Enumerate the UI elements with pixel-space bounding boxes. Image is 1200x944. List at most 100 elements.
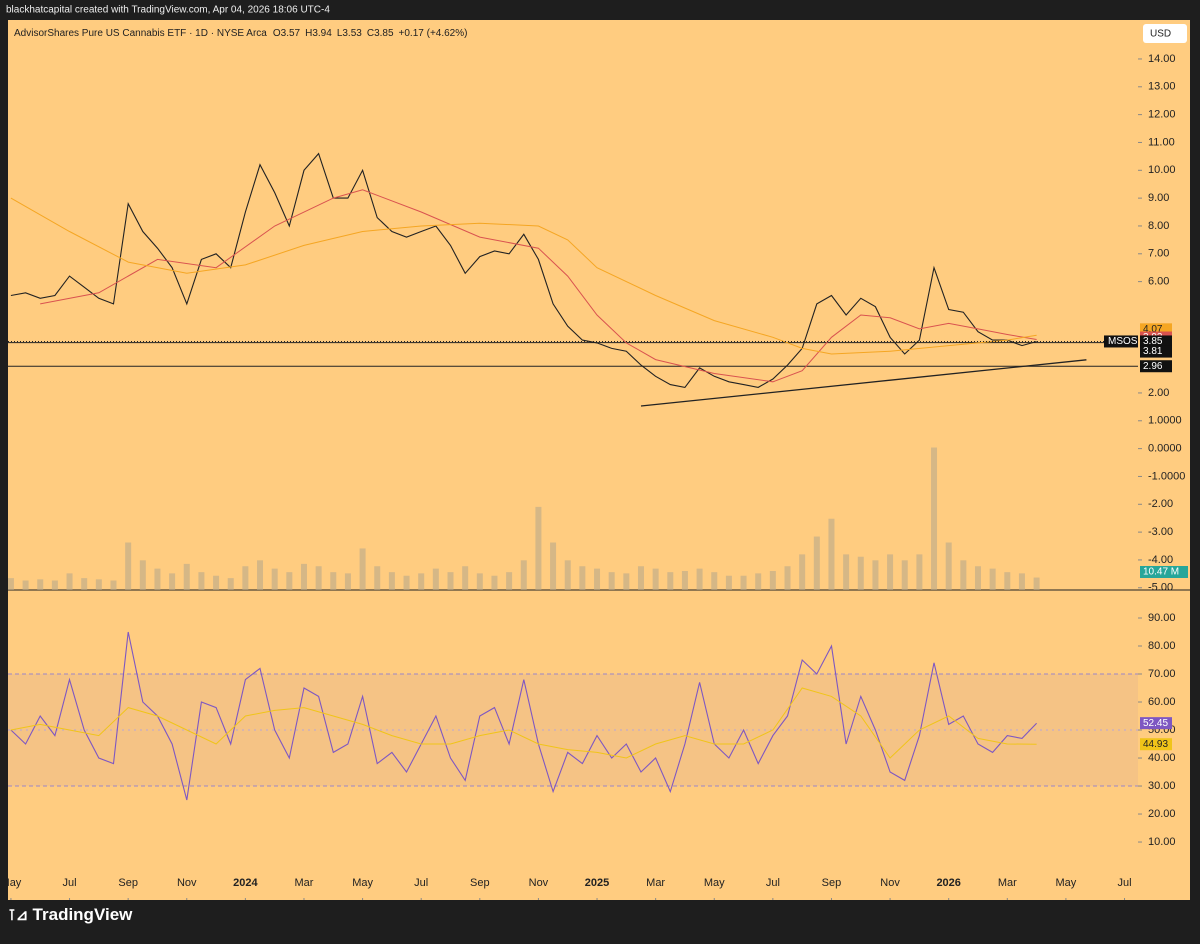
y-tick-label: 8.00 xyxy=(1148,220,1169,232)
volume-bar xyxy=(564,560,571,590)
volume-bar xyxy=(974,566,981,590)
volume-bar xyxy=(51,580,58,590)
y-tick-label: -4.00 xyxy=(1148,554,1173,566)
volume-bar xyxy=(257,560,264,590)
volume-bar xyxy=(667,572,674,590)
volume-bar xyxy=(887,554,894,590)
volume-bar xyxy=(579,566,586,590)
x-tick-label: Mar xyxy=(295,877,314,889)
volume-bar xyxy=(300,563,307,590)
x-tick-label: 2026 xyxy=(936,877,960,889)
volume-bar xyxy=(535,506,542,590)
ma200-label: 4.07 xyxy=(1143,324,1163,335)
volume-bar xyxy=(169,573,176,590)
volume-bar xyxy=(344,573,351,590)
volume-bar xyxy=(711,572,718,590)
volume-bar xyxy=(183,563,190,590)
y-tick-label: 90.00 xyxy=(1148,612,1176,624)
volume-bar xyxy=(271,568,278,590)
logo: ⊺⊿ TradingView xyxy=(8,905,133,924)
volume-bar xyxy=(608,572,615,590)
x-tick-label: Sep xyxy=(470,877,490,889)
volume-bar xyxy=(462,566,469,590)
y-tick-label: -2.00 xyxy=(1148,498,1173,510)
volume-bar xyxy=(110,580,117,590)
x-tick-label: Jul xyxy=(1117,877,1131,889)
volume-bar xyxy=(198,572,205,590)
volume-bar xyxy=(330,572,337,590)
rsi-label-bg xyxy=(1140,717,1172,730)
volume-bar xyxy=(989,568,996,590)
volume-bar xyxy=(125,542,132,590)
volume-bar xyxy=(637,566,644,590)
volume-bar xyxy=(22,580,29,590)
x-tick-label: Sep xyxy=(118,877,138,889)
volume-bar xyxy=(1033,577,1040,590)
volume-bar xyxy=(447,572,454,590)
volume-label: 10.47 M xyxy=(1143,567,1179,578)
volume-bar xyxy=(1004,572,1011,590)
y-tick-label: 2.00 xyxy=(1148,387,1169,399)
y-tick-label: 14.00 xyxy=(1148,53,1176,65)
volume-bar xyxy=(931,447,938,590)
volume-bar xyxy=(960,560,967,590)
x-tick-label: 2024 xyxy=(233,877,258,889)
y-tick-label: 10.00 xyxy=(1148,836,1176,848)
y-tick-label: 12.00 xyxy=(1148,109,1176,121)
volume-bar xyxy=(769,571,776,590)
open: O3.57 xyxy=(273,28,301,39)
volume-bar xyxy=(725,575,732,590)
x-tick-label: Nov xyxy=(177,877,197,889)
y-tick-label: 30.00 xyxy=(1148,780,1176,792)
volume-bar xyxy=(242,566,249,590)
chart-background xyxy=(8,20,1190,900)
y-tick-label: -3.00 xyxy=(1148,526,1173,538)
header: AdvisorShares Pure US Cannabis ETF · 1D … xyxy=(14,28,467,39)
y-tick-label: -1.0000 xyxy=(1148,470,1185,482)
volume-bar xyxy=(388,572,395,590)
volume-bar xyxy=(95,579,102,590)
y-tick-label: 80.00 xyxy=(1148,640,1176,652)
volume-bar xyxy=(843,554,850,590)
volume-bar xyxy=(828,518,835,590)
volume-bar xyxy=(139,560,146,590)
y-tick-label: 11.00 xyxy=(1148,136,1175,148)
volume-bar xyxy=(359,548,366,590)
y-tick-label: 9.00 xyxy=(1148,192,1169,204)
y-tick-label: 0.0000 xyxy=(1148,443,1182,455)
change: +0.17 (+4.62%) xyxy=(399,28,468,39)
y-tick-label: 1.0000 xyxy=(1148,415,1182,427)
y-tick-label: 20.00 xyxy=(1148,808,1176,820)
volume-bar xyxy=(432,568,439,590)
series-line xyxy=(10,152,1037,389)
x-tick-label: Jul xyxy=(63,877,77,889)
x-tick-label: Jul xyxy=(414,877,428,889)
x-tick-label: Mar xyxy=(646,877,665,889)
y-tick-label: 13.00 xyxy=(1148,81,1176,93)
y-tick-label: 6.00 xyxy=(1148,276,1169,288)
volume-bar xyxy=(81,578,88,590)
currency-box[interactable] xyxy=(1143,24,1187,43)
rsi-ma-label: 44.93 xyxy=(1143,739,1168,750)
x-tick-label: Nov xyxy=(880,877,900,889)
x-tick-label: May xyxy=(1,877,22,889)
currency[interactable]: USD xyxy=(1150,29,1171,40)
symbol-tag-bg xyxy=(1104,335,1138,348)
x-tick-label: Jul xyxy=(766,877,780,889)
volume-bar xyxy=(506,572,513,590)
x-tick-label: Sep xyxy=(822,877,842,889)
volume-bar xyxy=(872,560,879,590)
volume-bar xyxy=(227,578,234,590)
logo-text: TradingView xyxy=(33,905,134,924)
volume-bar xyxy=(8,578,14,590)
volume-bar xyxy=(374,566,381,590)
level-label-bg xyxy=(1140,360,1172,373)
last-price-label: 3.85 xyxy=(1143,336,1163,347)
last-price-label-bg xyxy=(1140,335,1172,348)
x-tick-label: Mar xyxy=(998,877,1017,889)
rsi-ma-label-bg xyxy=(1140,738,1172,751)
volume-bar xyxy=(213,575,220,590)
series-line xyxy=(40,189,1037,383)
y-tick-label: -5.00 xyxy=(1148,582,1173,594)
